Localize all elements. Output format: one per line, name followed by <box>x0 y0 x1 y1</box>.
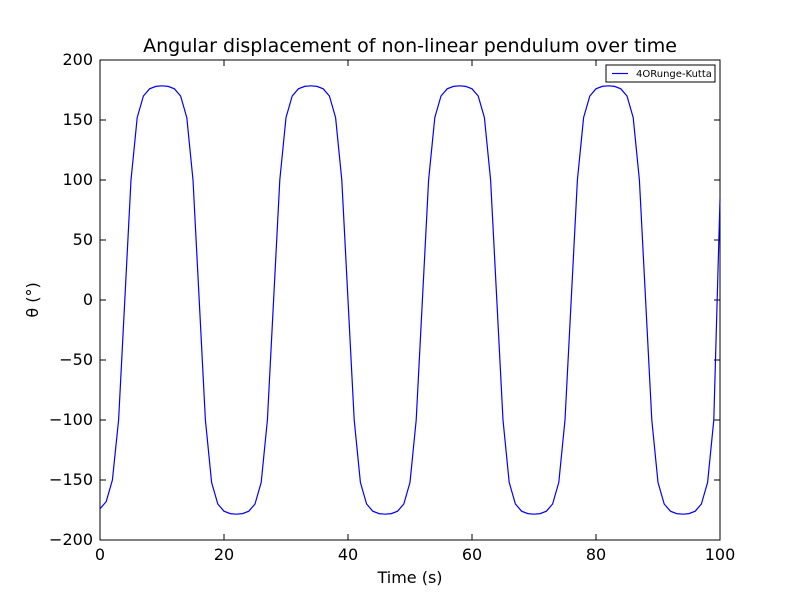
legend-box <box>605 64 716 83</box>
x-tick-label: 100 <box>705 545 736 564</box>
y-tick-label: −150 <box>49 470 93 489</box>
x-axis-ticks: 0 20 40 60 80 100 <box>95 60 735 564</box>
y-tick-label: 50 <box>73 230 93 249</box>
y-tick-label: −200 <box>49 530 93 549</box>
y-tick-label: 150 <box>62 110 93 129</box>
x-tick-label: 60 <box>462 545 482 564</box>
x-tick-label: 0 <box>95 545 105 564</box>
plot-area: 0 20 40 60 80 100 −200 −150 −100 −50 0 50 100 150 200 <box>49 50 735 564</box>
y-tick-label: −100 <box>49 410 93 429</box>
series-line-4orunge-kutta <box>99 85 721 515</box>
y-tick-label: −50 <box>59 350 93 369</box>
y-axis-ticks: −200 −150 −100 −50 0 50 100 150 200 <box>49 50 720 549</box>
x-tick-label: 40 <box>338 545 358 564</box>
y-tick-label: 0 <box>83 290 93 309</box>
x-tick-label: 20 <box>214 545 234 564</box>
y-tick-label: 200 <box>62 50 93 69</box>
y-axis-label: θ (°) <box>23 282 42 317</box>
x-tick-label: 80 <box>586 545 606 564</box>
plot-frame <box>99 59 721 541</box>
legend-label: 4ORunge-Kutta <box>636 69 712 80</box>
chart-title: Angular displacement of non-linear pendu… <box>143 35 677 57</box>
legend: 4ORunge-Kutta <box>605 64 716 83</box>
y-tick-label: 100 <box>62 170 93 189</box>
x-axis-label: Time (s) <box>376 568 442 587</box>
